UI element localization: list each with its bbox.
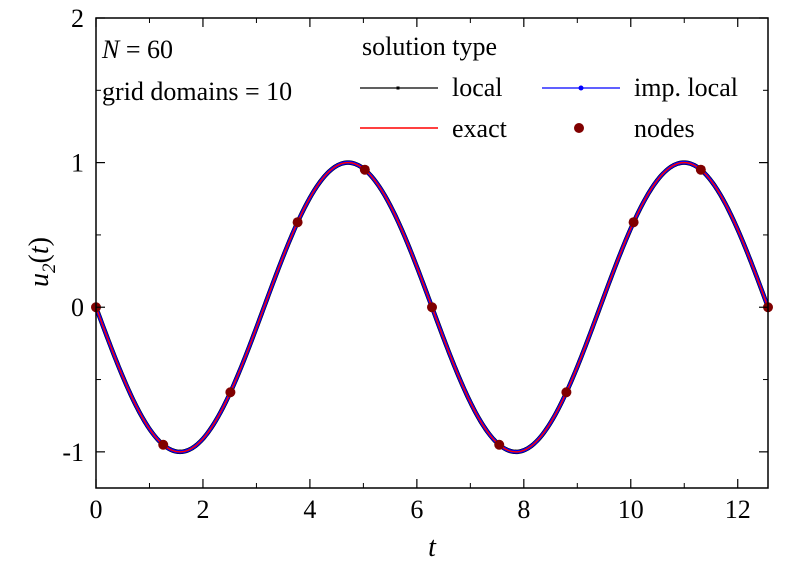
legend-marker-local xyxy=(396,86,400,90)
y-tick-label: 2 xyxy=(71,4,84,33)
x-tick-label: 8 xyxy=(517,495,530,524)
x-tick-label: 10 xyxy=(618,495,644,524)
node-point xyxy=(494,439,505,450)
y-tick-label: 1 xyxy=(71,149,84,178)
legend-label-nodes: nodes xyxy=(634,114,695,143)
y-tick-label: -1 xyxy=(62,438,84,467)
y-tick-label: 0 xyxy=(71,293,84,322)
legend-label-imp-local: imp. local xyxy=(634,73,738,102)
annotation-n-value: = 60 xyxy=(119,35,173,64)
node-point xyxy=(359,164,370,175)
annotation-n: N = 60 xyxy=(101,35,173,64)
y-axis-title: u2(t) xyxy=(24,237,60,287)
x-axis-title: t xyxy=(428,532,437,561)
x-tick-label: 2 xyxy=(196,495,209,524)
x-tick-label: 4 xyxy=(303,495,316,524)
legend: solution type local imp. local exact nod… xyxy=(360,32,738,143)
annotation-grid-domains: grid domains = 10 xyxy=(102,77,292,106)
x-tick-label: 0 xyxy=(90,495,103,524)
legend-marker-imp-local xyxy=(578,85,584,91)
node-point xyxy=(695,164,706,175)
node-point xyxy=(561,387,572,398)
plot-frame xyxy=(95,17,769,489)
node-point xyxy=(628,217,639,228)
node-point xyxy=(427,302,437,313)
node-point xyxy=(292,217,303,228)
legend-marker-nodes xyxy=(574,123,584,133)
x-tick-label: 6 xyxy=(410,495,423,524)
node-point xyxy=(158,439,169,450)
legend-label-local: local xyxy=(452,73,503,102)
legend-label-exact: exact xyxy=(452,114,508,143)
x-tick-label: 12 xyxy=(725,495,751,524)
legend-title: solution type xyxy=(362,32,497,61)
y-axis-title-text: u2(t) xyxy=(24,237,60,287)
node-point xyxy=(225,387,236,398)
annotation-n-var: N xyxy=(101,35,121,64)
node-markers xyxy=(91,164,773,450)
